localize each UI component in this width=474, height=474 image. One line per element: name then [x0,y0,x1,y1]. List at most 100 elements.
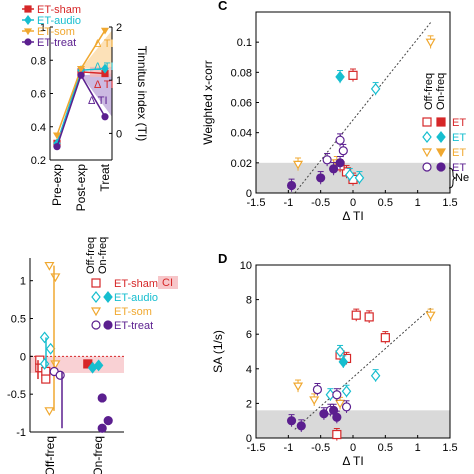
x-tick-label: Pre-exp [50,164,64,206]
legend-label: ET-treat [37,37,76,49]
y-tick-label: 0.04 [231,128,252,140]
ci-legend-label: CI [162,277,173,289]
data-point [55,370,65,380]
delta-region-treat [81,73,112,117]
legend-marker-off [422,117,432,127]
data-point [332,390,342,400]
legend-label: ET [452,147,466,159]
band-label: Ne [455,172,469,184]
data-point [338,146,348,156]
x-axis-label: Δ TI [342,209,363,223]
data-point [101,113,109,121]
data-point [354,171,365,184]
null-band [256,410,450,438]
data-point [286,416,297,426]
data-point [100,27,110,35]
data-point [39,331,50,344]
x-tick-label: -1 [283,442,293,454]
y-tick-label: 0.8 [31,55,46,67]
y-tick-label: 0.2 [31,155,46,167]
legend-marker-off [422,131,432,143]
legend-marker-on [103,320,113,330]
data-point [101,63,109,74]
y-tick-label: 0.6 [31,89,46,101]
y-tick-label: 4 [246,364,252,376]
data-point [41,366,51,377]
data-point [286,180,297,191]
data-point [335,135,345,145]
legend-marker [24,15,32,25]
legend-marker-off [91,278,101,288]
legend-header: Off-freq [85,237,97,274]
x-tick-label: 1.5 [442,442,457,454]
ci-legend-swatch [158,276,178,289]
legend-marker-on [436,117,446,127]
legend-marker-on [103,291,113,303]
data-point [335,345,345,358]
data-point [44,261,55,271]
legend-header: On-freq [435,73,447,110]
x-tick-label: Treat [98,163,112,191]
data-point [425,38,436,48]
data-point [335,158,345,168]
trend-line [294,22,431,194]
data-point [53,143,61,151]
y2-tick-label: 1 [116,75,122,87]
delta-region-som [81,30,112,69]
data-point [348,70,358,80]
legend-label: ET [452,162,466,174]
panel-label: D [218,251,227,266]
y-tick-label: 1 [40,22,46,34]
data-point [103,416,113,426]
data-point [52,132,62,140]
data-point [332,429,342,440]
x-tick-label: 1.5 [442,197,457,209]
x-tick-label: -1.5 [247,442,266,454]
legend-marker [24,38,32,46]
x-tick-label: On-freq [91,436,105,474]
data-point [341,402,352,412]
legend-marker-off [91,320,101,330]
data-point [312,384,323,395]
data-point [425,311,436,321]
x-axis-label: Δ TI [342,454,363,468]
legend-marker [24,5,32,13]
data-point [380,333,390,343]
data-point [296,421,306,431]
legend-label: ET-sham [37,4,81,16]
x-tick-label: -1 [283,197,293,209]
data-point [76,65,86,73]
legend-marker-on [435,148,447,158]
y-tick-label: 0.08 [231,67,252,79]
data-point [87,361,98,374]
x-tick-label: 0.5 [378,197,393,209]
data-point [97,393,107,403]
legend-marker-off [90,307,102,317]
panel-label: C [218,0,228,13]
legend-label: ET-audio [37,15,81,27]
data-point [44,407,55,417]
legend-header: On-freq [97,237,109,274]
data-point [364,312,374,322]
legend-marker-off [422,162,432,172]
x-tick-label: 1 [415,442,421,454]
y-tick-label: 6 [246,329,252,341]
legend-marker-on [436,162,446,172]
data-point [319,409,329,419]
legend-label: ET-som [37,26,75,38]
x-tick-label: 1 [415,197,421,209]
y-axis-label: SA (1/s) [211,330,225,373]
x-tick-label: 0 [350,442,356,454]
data-point [292,382,304,392]
data-point [335,399,346,409]
data-point [50,273,61,283]
delta-region-sham [90,66,112,77]
x-tick-label: -1.5 [247,197,266,209]
data-point [335,70,345,83]
y-tick-label: 2 [246,398,252,410]
y-tick-label: 8 [246,295,252,307]
y-tick-label: 0.02 [231,158,252,170]
y-tick-label: 0.4 [31,122,46,134]
y2-axis-label: Tinnitus index (TI) [135,46,149,142]
data-point [370,369,381,382]
